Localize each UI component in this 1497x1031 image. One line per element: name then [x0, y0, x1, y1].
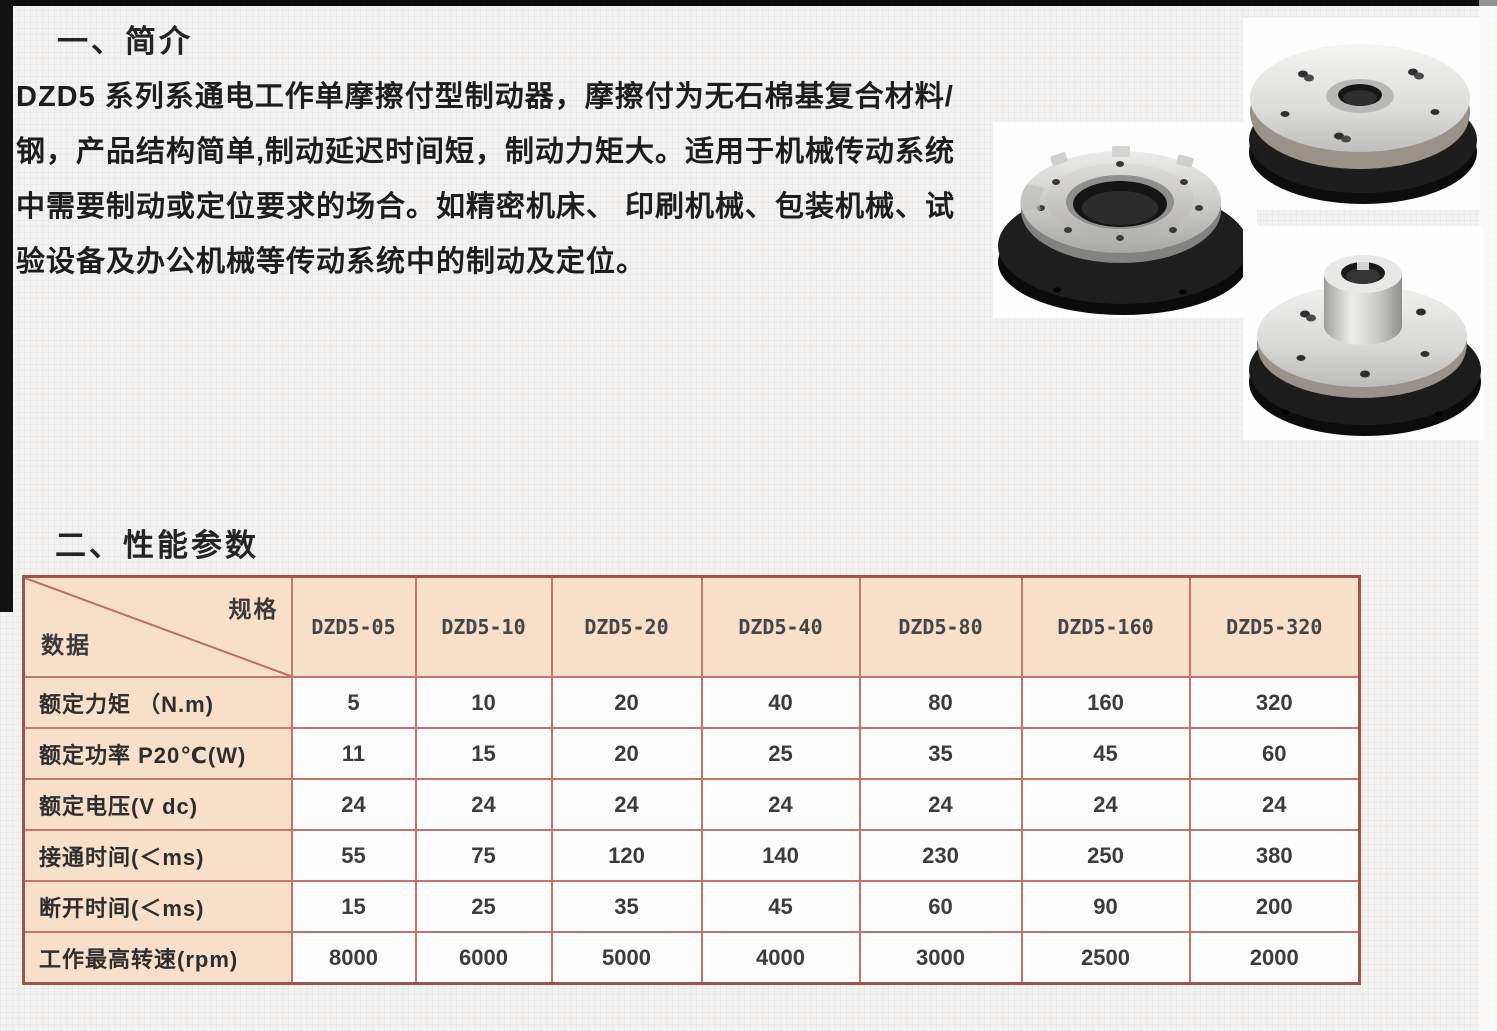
- cell: 24: [290, 778, 417, 831]
- cell: 60: [858, 880, 1023, 933]
- cell: 24: [858, 778, 1023, 831]
- row-label: 断开时间(＜ms): [22, 880, 293, 933]
- table-row: 额定电压(V dc) 24 24 24 24 24 24 24: [22, 778, 1361, 831]
- table-row: 额定功率 P20℃(W) 11 15 20 25 35 45 60: [22, 727, 1361, 780]
- column-header: DZD5-160: [1020, 575, 1191, 678]
- table-row: 工作最高转速(rpm) 8000 6000 5000 4000 3000 250…: [22, 931, 1361, 985]
- cell: 320: [1188, 676, 1361, 729]
- cell: 5: [290, 676, 417, 729]
- column-header: DZD5-80: [858, 575, 1023, 678]
- cell: 6000: [414, 931, 553, 985]
- row-label: 额定电压(V dc): [22, 778, 293, 831]
- cell: 45: [1020, 727, 1191, 780]
- row-label: 额定力矩 （N.m): [22, 676, 293, 729]
- cell: 20: [550, 676, 703, 729]
- cell: 8000: [290, 931, 417, 985]
- row-label: 工作最高转速(rpm): [22, 931, 293, 985]
- scan-edge-top: [0, 0, 1497, 6]
- brake-armature-plate-photo: [1243, 18, 1480, 210]
- scan-edge-right: [1479, 0, 1497, 1031]
- cell: 20: [550, 727, 703, 780]
- cell: 40: [700, 676, 861, 729]
- cell: 75: [414, 829, 553, 882]
- cell: 25: [700, 727, 861, 780]
- cell: 24: [700, 778, 861, 831]
- diagonal-divider: [25, 578, 291, 676]
- cell: 10: [414, 676, 553, 729]
- cell: 15: [414, 727, 553, 780]
- cell: 55: [290, 829, 417, 882]
- cell: 11: [290, 727, 417, 780]
- cell: 2000: [1188, 931, 1361, 985]
- intro-line-4: 验设备及办公机械等传动系统中的制动及定位。: [16, 246, 647, 278]
- column-header: DZD5-320: [1188, 575, 1361, 678]
- corner-label-data: 数据: [41, 632, 91, 658]
- cell: 230: [858, 829, 1023, 882]
- cell: 24: [414, 778, 553, 831]
- brake-friction-disc-angled-image: [998, 146, 1248, 315]
- cell: 45: [700, 880, 861, 933]
- cell: 250: [1020, 829, 1191, 882]
- cell: 2500: [1020, 931, 1191, 985]
- scan-edge-left: [0, 0, 13, 612]
- cell: 24: [1188, 778, 1361, 831]
- cell: 380: [1188, 829, 1361, 882]
- column-header: DZD5-40: [700, 575, 861, 678]
- row-label: 额定功率 P20℃(W): [22, 727, 293, 780]
- cell: 5000: [550, 931, 703, 985]
- table-row: 额定力矩 （N.m) 5 10 20 40 80 160 320: [22, 676, 1361, 729]
- brake-hub-mounted-photo: [1243, 226, 1483, 440]
- cell: 35: [550, 880, 703, 933]
- table-row: 接通时间(＜ms) 55 75 120 140 230 250 380: [22, 829, 1361, 882]
- cell: 24: [550, 778, 703, 831]
- section-intro-heading: 一、简介: [57, 24, 193, 59]
- column-header: DZD5-20: [550, 575, 703, 678]
- cell: 3000: [858, 931, 1023, 985]
- table-row: 断开时间(＜ms) 15 25 35 45 60 90 200: [22, 880, 1361, 933]
- performance-table: 规格 数据 DZD5-05 DZD5-10 DZD5-20 DZD5-40 DZ…: [22, 575, 1361, 985]
- brake-hub-mounted-image: [1249, 255, 1481, 436]
- table-corner-cell: 规格 数据: [22, 575, 293, 678]
- intro-line-1: DZD5 系列系通电工作单摩擦付型制动器，摩擦付为无石棉基复合材料/: [16, 81, 954, 113]
- section-specs-heading: 二、性能参数: [55, 528, 259, 563]
- cell: 24: [1020, 778, 1191, 831]
- cell: 35: [858, 727, 1023, 780]
- cell: 160: [1020, 676, 1191, 729]
- cell: 120: [550, 829, 703, 882]
- cell: 200: [1188, 880, 1361, 933]
- corner-label-spec: 规格: [228, 596, 279, 622]
- cell: 4000: [700, 931, 861, 985]
- cell: 25: [414, 880, 553, 933]
- cell: 140: [700, 829, 861, 882]
- cell: 60: [1188, 727, 1361, 780]
- cell: 90: [1020, 880, 1191, 933]
- table-header-row: 规格 数据 DZD5-05 DZD5-10 DZD5-20 DZD5-40 DZ…: [22, 575, 1361, 678]
- cell: 80: [858, 676, 1023, 729]
- intro-line-3: 中需要制动或定位要求的场合。如精密机床、 印刷机械、包装机械、试: [16, 191, 956, 223]
- intro-paragraph: DZD5 系列系通电工作单摩擦付型制动器，摩擦付为无石棉基复合材料/ 钢，产品结…: [16, 70, 1011, 290]
- cell: 15: [290, 880, 417, 933]
- intro-line-2: 钢，产品结构简单,制动延迟时间短，制动力矩大。适用于机械传动系统: [16, 136, 956, 168]
- column-header: DZD5-05: [290, 575, 417, 678]
- column-header: DZD5-10: [414, 575, 553, 678]
- brake-friction-disc-angled-photo: [993, 122, 1257, 318]
- brake-armature-plate-image: [1249, 44, 1477, 204]
- row-label: 接通时间(＜ms): [22, 829, 293, 882]
